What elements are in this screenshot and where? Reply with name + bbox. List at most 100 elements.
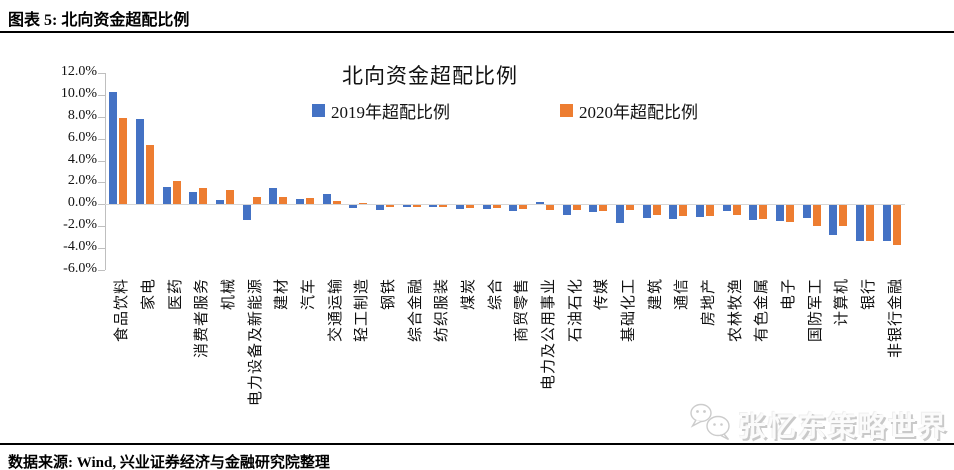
category-label-text: 钢铁	[381, 278, 397, 311]
bar	[439, 205, 448, 207]
category-label-text: 房地产	[701, 278, 717, 327]
y-axis-line	[105, 73, 106, 270]
watermark-text: 张忆东策略世界	[737, 411, 948, 443]
category-label-text: 综合	[487, 278, 504, 311]
bar	[652, 205, 661, 216]
category-label-text: 基础化工	[621, 278, 637, 343]
bar	[599, 205, 608, 211]
bar	[866, 205, 874, 242]
bar	[119, 117, 128, 205]
bar	[519, 205, 528, 210]
bar	[616, 205, 624, 223]
bar	[376, 205, 384, 210]
chart-legend: 2019年超配比例 2020年超配比例	[105, 98, 905, 123]
y-axis-tick	[98, 73, 105, 74]
category-label-text: 汽车	[301, 278, 317, 311]
y-axis-tick-label: -2.0%	[63, 217, 97, 233]
bar	[216, 199, 224, 205]
data-source: 数据来源: Wind, 兴业证券经济与金融研究院整理	[8, 455, 330, 470]
bar	[199, 187, 208, 205]
bar	[402, 205, 411, 207]
category-label-text: 传媒	[594, 278, 611, 311]
category-label-text: 消费者服务	[194, 278, 211, 359]
y-axis-tick	[98, 204, 105, 206]
wechat-icon	[688, 402, 734, 447]
bar	[162, 186, 171, 205]
bar	[839, 205, 848, 226]
bar	[146, 145, 154, 205]
category-label-text: 石油石化	[567, 278, 584, 343]
category-label-text: 国防军工	[807, 278, 824, 343]
y-axis-tick	[98, 270, 105, 271]
bar	[252, 196, 261, 205]
bar	[456, 205, 464, 209]
legend-item-2020: 2020年超配比例	[560, 98, 698, 123]
bar	[856, 205, 864, 242]
figure-footer: 数据来源: Wind, 兴业证券经济与金融研究院整理	[0, 443, 954, 470]
legend-swatch-orange	[560, 104, 573, 117]
bar	[812, 205, 821, 226]
y-axis-tick	[98, 160, 105, 162]
category-label-text: 商贸零售	[514, 278, 531, 343]
bar	[509, 205, 518, 211]
zero-gridline	[105, 204, 905, 206]
category-label-text: 食品饮料	[114, 278, 131, 343]
bar	[722, 205, 731, 212]
bar	[626, 205, 634, 211]
category-label-text: 电子	[781, 278, 797, 311]
category-label-text: 机械	[221, 278, 237, 311]
chart-title: 北向资金超配比例	[342, 64, 518, 88]
y-axis-tick-label: 10.0%	[60, 85, 97, 101]
bar	[892, 205, 901, 245]
figure-caption: 图表 5: 北向资金超配比例	[8, 12, 190, 29]
category-label-text: 纺织服装	[434, 278, 451, 343]
legend-label: 2019年超配比例	[331, 103, 450, 122]
y-axis-tick	[98, 116, 105, 118]
category-label-text: 有色金属	[754, 278, 771, 343]
bar	[359, 202, 368, 205]
y-axis-tick-label: 2.0%	[67, 173, 97, 189]
y-axis-tick-label: 8.0%	[67, 107, 97, 123]
bar	[589, 205, 598, 212]
category-label-text: 计算机	[834, 278, 851, 327]
category-label-text: 通信	[674, 278, 691, 311]
y-axis-tick-label: 4.0%	[67, 151, 97, 167]
bar	[776, 205, 784, 221]
legend-item-2019: 2019年超配比例	[312, 98, 450, 123]
category-label-text: 交通运输	[327, 278, 344, 343]
bar	[226, 190, 234, 205]
bar	[706, 205, 714, 216]
bar	[136, 118, 144, 205]
bar	[829, 205, 838, 235]
y-axis-tick-label: 12.0%	[60, 64, 97, 79]
bar	[332, 201, 341, 205]
category-label-text: 农林牧渔	[727, 278, 744, 343]
bar	[759, 205, 768, 219]
bar	[172, 181, 181, 205]
y-axis-tick	[98, 182, 105, 184]
bar	[802, 205, 811, 218]
bar	[669, 205, 678, 219]
category-label-text: 电力设备及新能源	[247, 278, 264, 407]
bar	[546, 205, 554, 210]
bar	[322, 194, 331, 205]
figure-header: 图表 5: 北向资金超配比例	[0, 0, 954, 33]
y-axis-tick-label: 0.0%	[67, 195, 97, 211]
category-label-text: 非银行金融	[887, 278, 904, 359]
bar	[642, 205, 651, 219]
category-label-text: 银行	[861, 278, 877, 311]
category-label-text: 医药	[167, 278, 184, 311]
bar	[732, 205, 741, 216]
bar	[536, 202, 544, 205]
category-label-text: 综合金融	[407, 278, 424, 343]
y-axis-tick	[98, 248, 105, 250]
bar	[306, 197, 314, 205]
bar	[482, 205, 491, 209]
bar	[296, 198, 304, 205]
bar	[412, 205, 421, 207]
y-axis-tick	[98, 226, 105, 228]
bar	[386, 205, 394, 207]
category-label-text: 电力及公用事业	[541, 278, 557, 391]
bar	[269, 187, 278, 205]
